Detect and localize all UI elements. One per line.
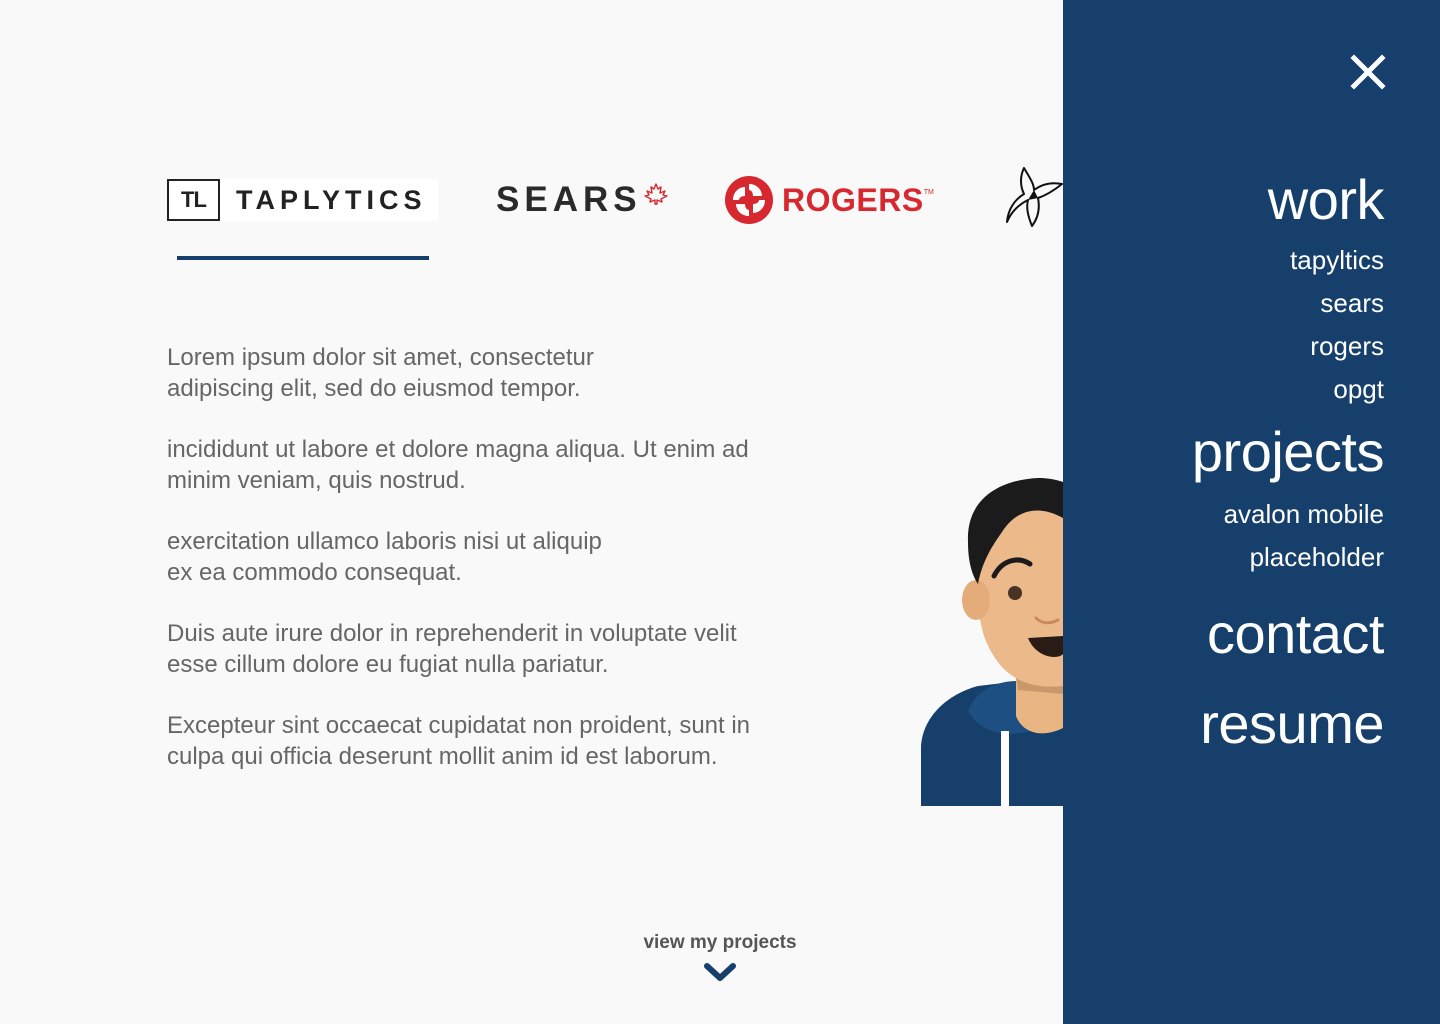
taplytics-mark: TL — [167, 179, 220, 221]
trillium-icon — [1006, 167, 1063, 227]
menu-work-opgt[interactable]: opgt — [1333, 374, 1384, 404]
intro-text: Lorem ipsum dolor sit amet, consectetur … — [167, 342, 847, 802]
menu-links: work tapyltics sears rogers opgt project… — [1191, 165, 1385, 759]
menu-work-tapyltics[interactable]: tapyltics — [1290, 245, 1384, 275]
intro-paragraph-4: Duis aute irure dolor in reprehenderit i… — [167, 620, 737, 678]
close-icon[interactable] — [1350, 54, 1386, 90]
menu-resume[interactable]: resume — [1200, 692, 1384, 755]
opgt-logo[interactable] — [1004, 164, 1063, 228]
menu-work-sears[interactable]: sears — [1320, 288, 1384, 318]
menu-project-placeholder[interactable]: placeholder — [1249, 542, 1384, 572]
sears-logo[interactable]: SEARS — [496, 168, 668, 232]
maple-leaf-icon — [643, 183, 668, 205]
menu-project-avalon-mobile[interactable]: avalon mobile — [1223, 499, 1384, 529]
intro-paragraph-1: Lorem ipsum dolor sit amet, consectetur … — [167, 344, 594, 402]
rogers-swirl-icon — [725, 176, 773, 224]
rogers-wordmark: ROGERS — [782, 181, 924, 218]
menu-work-rogers[interactable]: rogers — [1310, 331, 1384, 361]
company-logos: TL TAPLYTICS SEARS ROGERS TM — [0, 0, 1063, 270]
rogers-logo[interactable]: ROGERS TM — [724, 168, 934, 232]
view-projects-link[interactable]: view my projects — [620, 932, 820, 984]
chevron-down-icon[interactable] — [703, 962, 737, 984]
menu-contact[interactable]: contact — [1206, 602, 1385, 665]
intro-paragraph-2: incididunt ut labore et dolore magna ali… — [167, 436, 749, 494]
rogers-trademark: TM — [923, 188, 934, 196]
taplytics-logo[interactable]: TL TAPLYTICS — [167, 168, 438, 232]
sears-wordmark: SEARS — [496, 180, 642, 219]
menu-work[interactable]: work — [1267, 168, 1385, 231]
side-menu: work tapyltics sears rogers opgt project… — [1063, 0, 1440, 1024]
avatar-illustration — [921, 478, 1063, 806]
menu-projects[interactable]: projects — [1191, 420, 1385, 483]
active-logo-underline — [177, 256, 429, 260]
intro-paragraph-3: exercitation ullamco laboris nisi ut ali… — [167, 528, 602, 586]
view-projects-label: view my projects — [643, 932, 797, 953]
intro-paragraph-5: Excepteur sint occaecat cupidatat non pr… — [167, 712, 751, 770]
taplytics-wordmark: TAPLYTICS — [220, 179, 438, 221]
